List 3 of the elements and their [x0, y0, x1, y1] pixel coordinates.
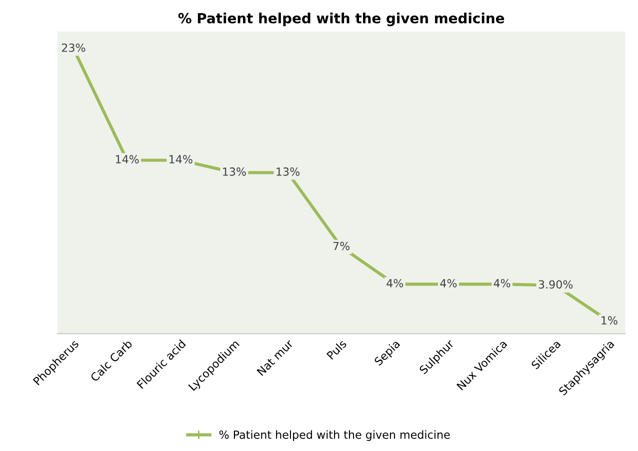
chart-title: % Patient helped with the given medicine	[178, 12, 504, 26]
legend-label: % Patient helped with the given medicine	[219, 430, 450, 441]
x-tick-label: Puls	[326, 338, 348, 360]
